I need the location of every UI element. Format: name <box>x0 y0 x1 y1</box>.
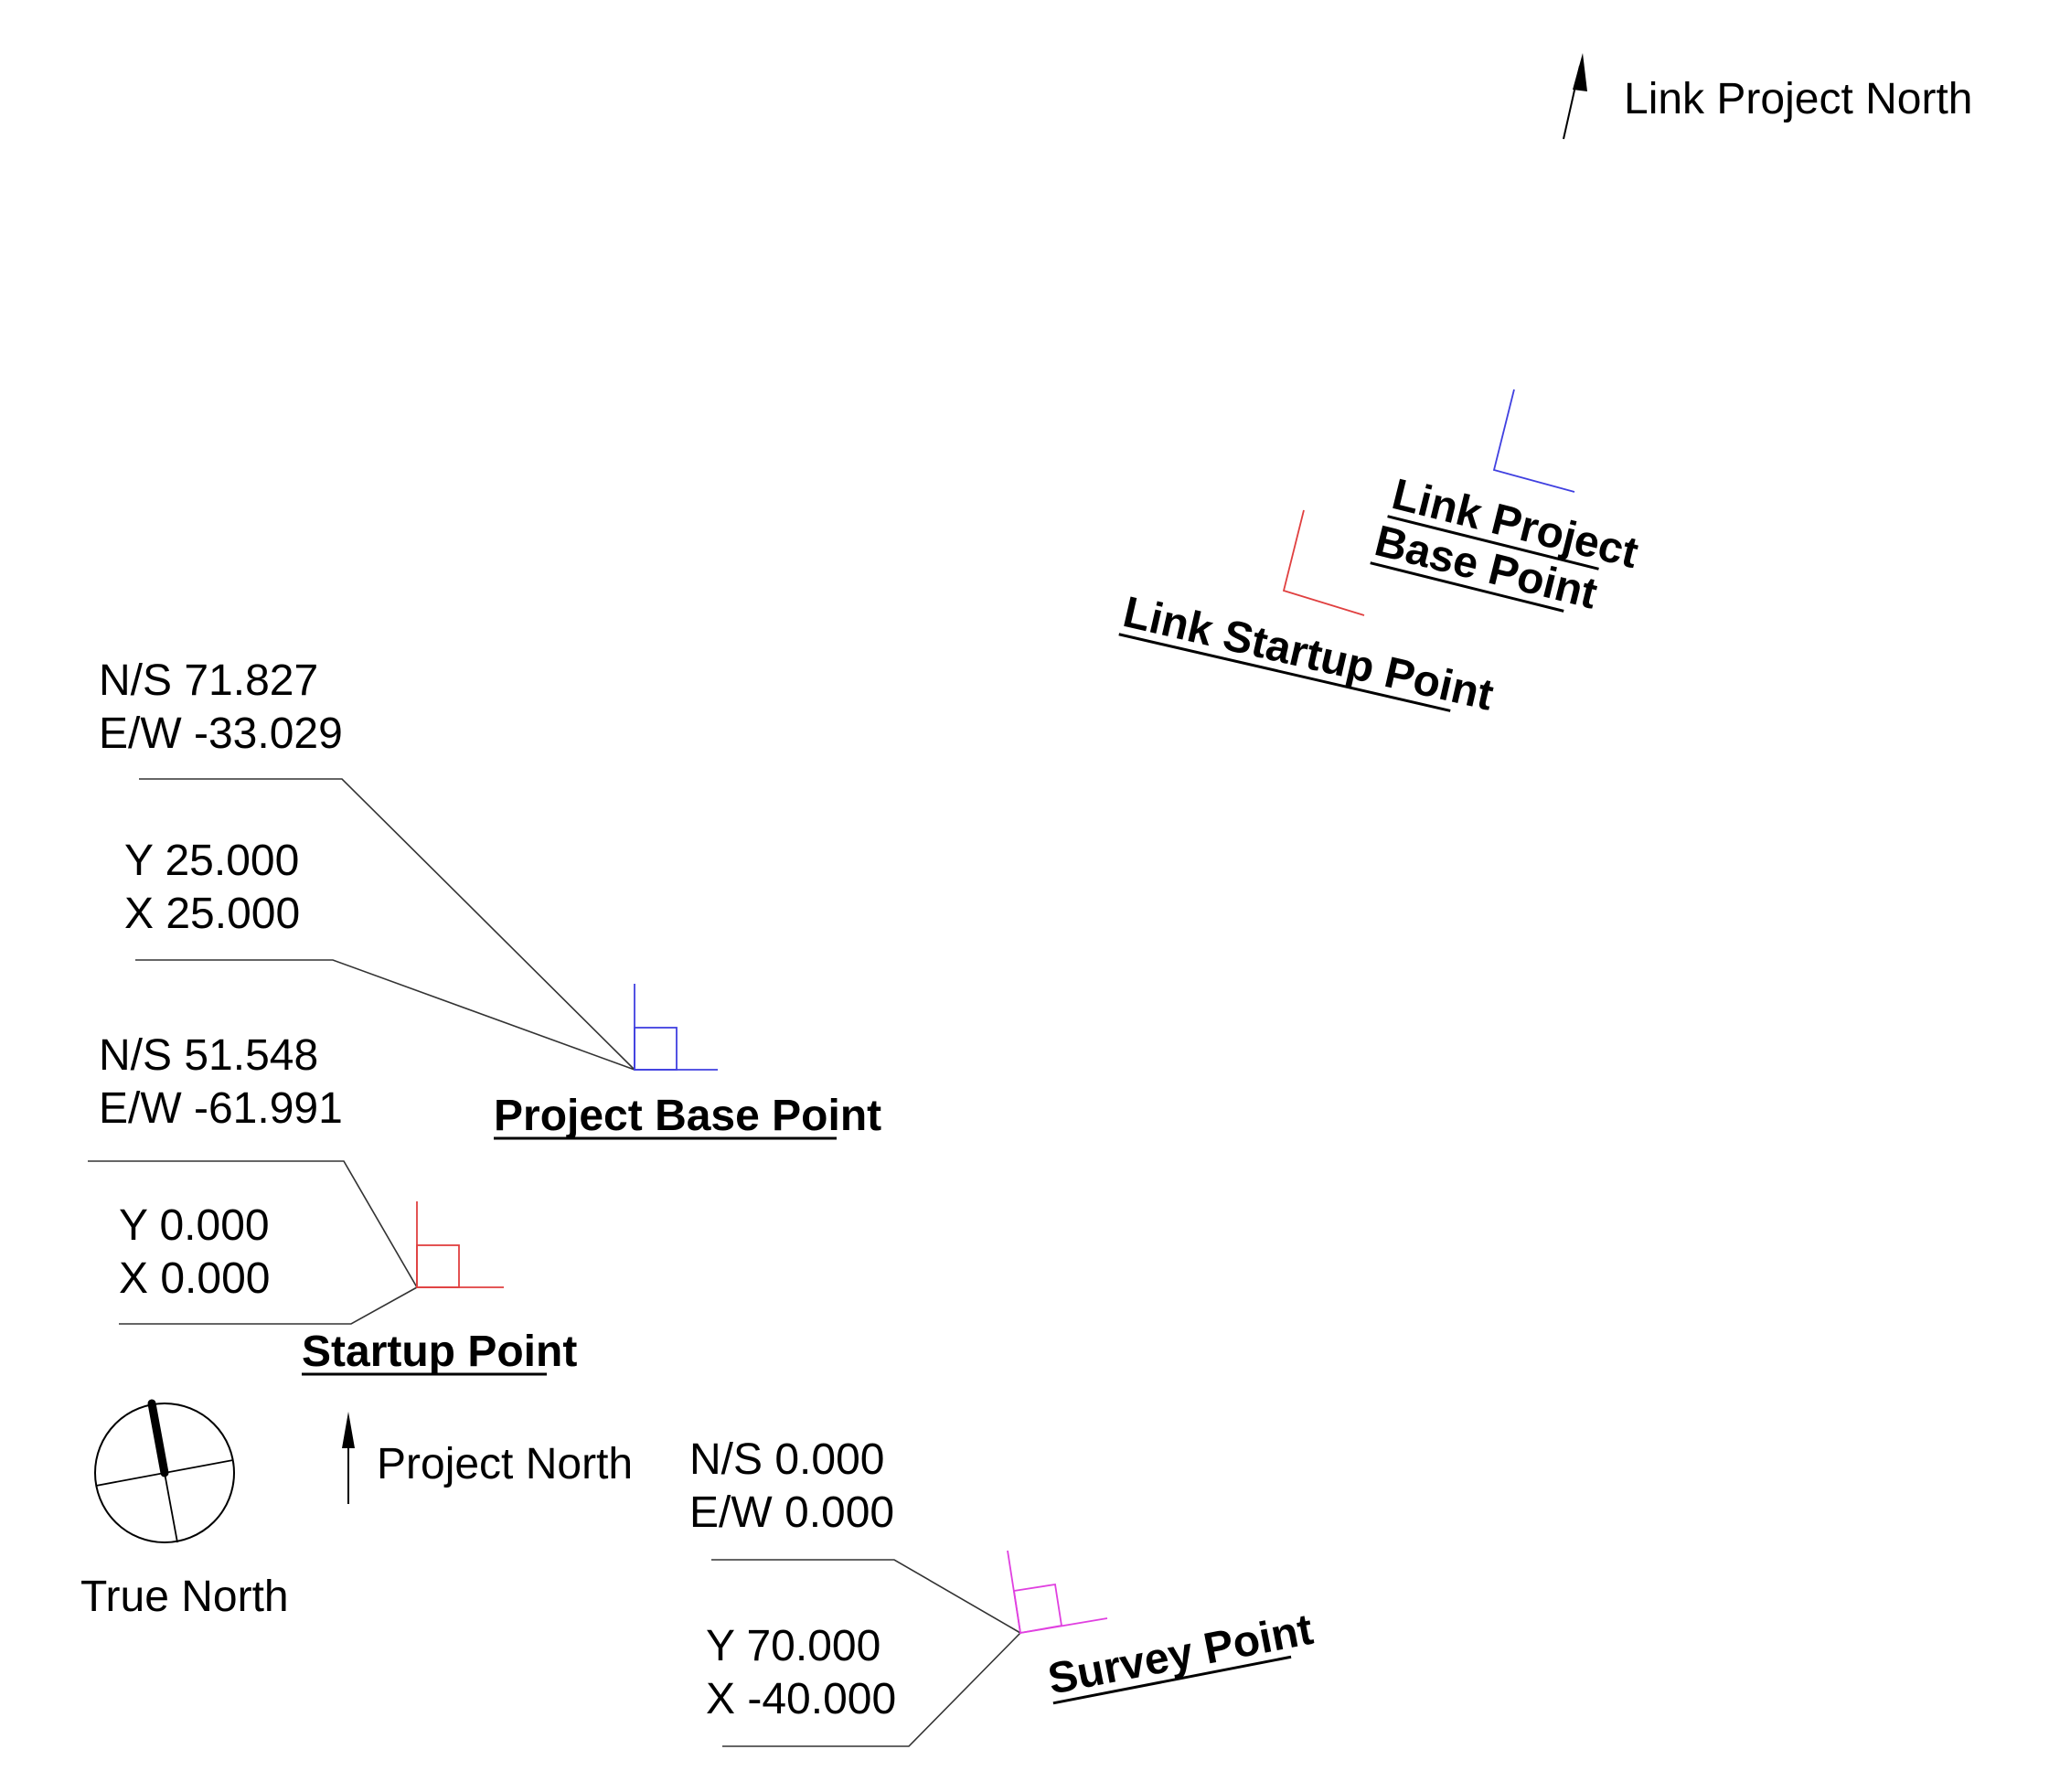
project-base-point-ns: N/S 71.827 <box>99 656 318 705</box>
survey-point-ns: N/S 0.000 <box>689 1435 884 1484</box>
project-base-point-coordinates: N/S 71.827 E/W -33.029 Y 25.000 X 25.000 <box>99 656 635 1071</box>
survey-point-coordinates: N/S 0.000 E/W 0.000 Y 70.000 X -40.000 <box>689 1435 1021 1747</box>
project-base-point-y: Y 25.000 <box>124 837 299 885</box>
startup-point-marker <box>416 1201 504 1288</box>
link-project-north-label: Link Project North <box>1624 75 1973 123</box>
project-north-label: Project North <box>377 1440 633 1488</box>
link-startup-point-label: Link Startup Point <box>1118 588 1499 720</box>
survey-point-y: Y 70.000 <box>706 1622 880 1670</box>
project-base-point-label: Project Base Point <box>494 1092 881 1140</box>
link-startup-point-marker <box>1282 509 1365 616</box>
survey-point-ew: E/W 0.000 <box>689 1488 894 1537</box>
link-startup-point-label-text: Link Startup Point <box>1119 588 1499 720</box>
startup-point-coordinates: N/S 51.548 E/W -61.991 Y 0.000 X 0.000 <box>88 1031 418 1325</box>
project-north-arrow <box>342 1412 355 1504</box>
project-base-point-x: X 25.000 <box>124 890 300 938</box>
startup-point-ew: E/W -61.991 <box>99 1084 343 1133</box>
survey-point-label: Survey Point <box>1044 1605 1317 1705</box>
link-project-base-point-marker <box>1492 389 1575 493</box>
survey-point-label-text: Survey Point <box>1044 1605 1317 1704</box>
survey-point-marker <box>1007 1550 1108 1635</box>
startup-point-x: X 0.000 <box>119 1254 270 1303</box>
project-base-point-ew: E/W -33.029 <box>99 709 343 758</box>
true-north-icon <box>94 1399 235 1543</box>
startup-point-y: Y 0.000 <box>119 1201 270 1250</box>
true-north-label: True North <box>80 1573 289 1621</box>
project-base-point-marker <box>634 984 718 1071</box>
startup-point-label: Startup Point <box>302 1328 577 1376</box>
startup-point-ns: N/S 51.548 <box>99 1031 318 1080</box>
survey-point-x: X -40.000 <box>706 1675 896 1723</box>
link-project-base-point-label: Link Project Base Point <box>1370 470 1643 619</box>
link-project-north-arrow <box>1563 53 1587 140</box>
